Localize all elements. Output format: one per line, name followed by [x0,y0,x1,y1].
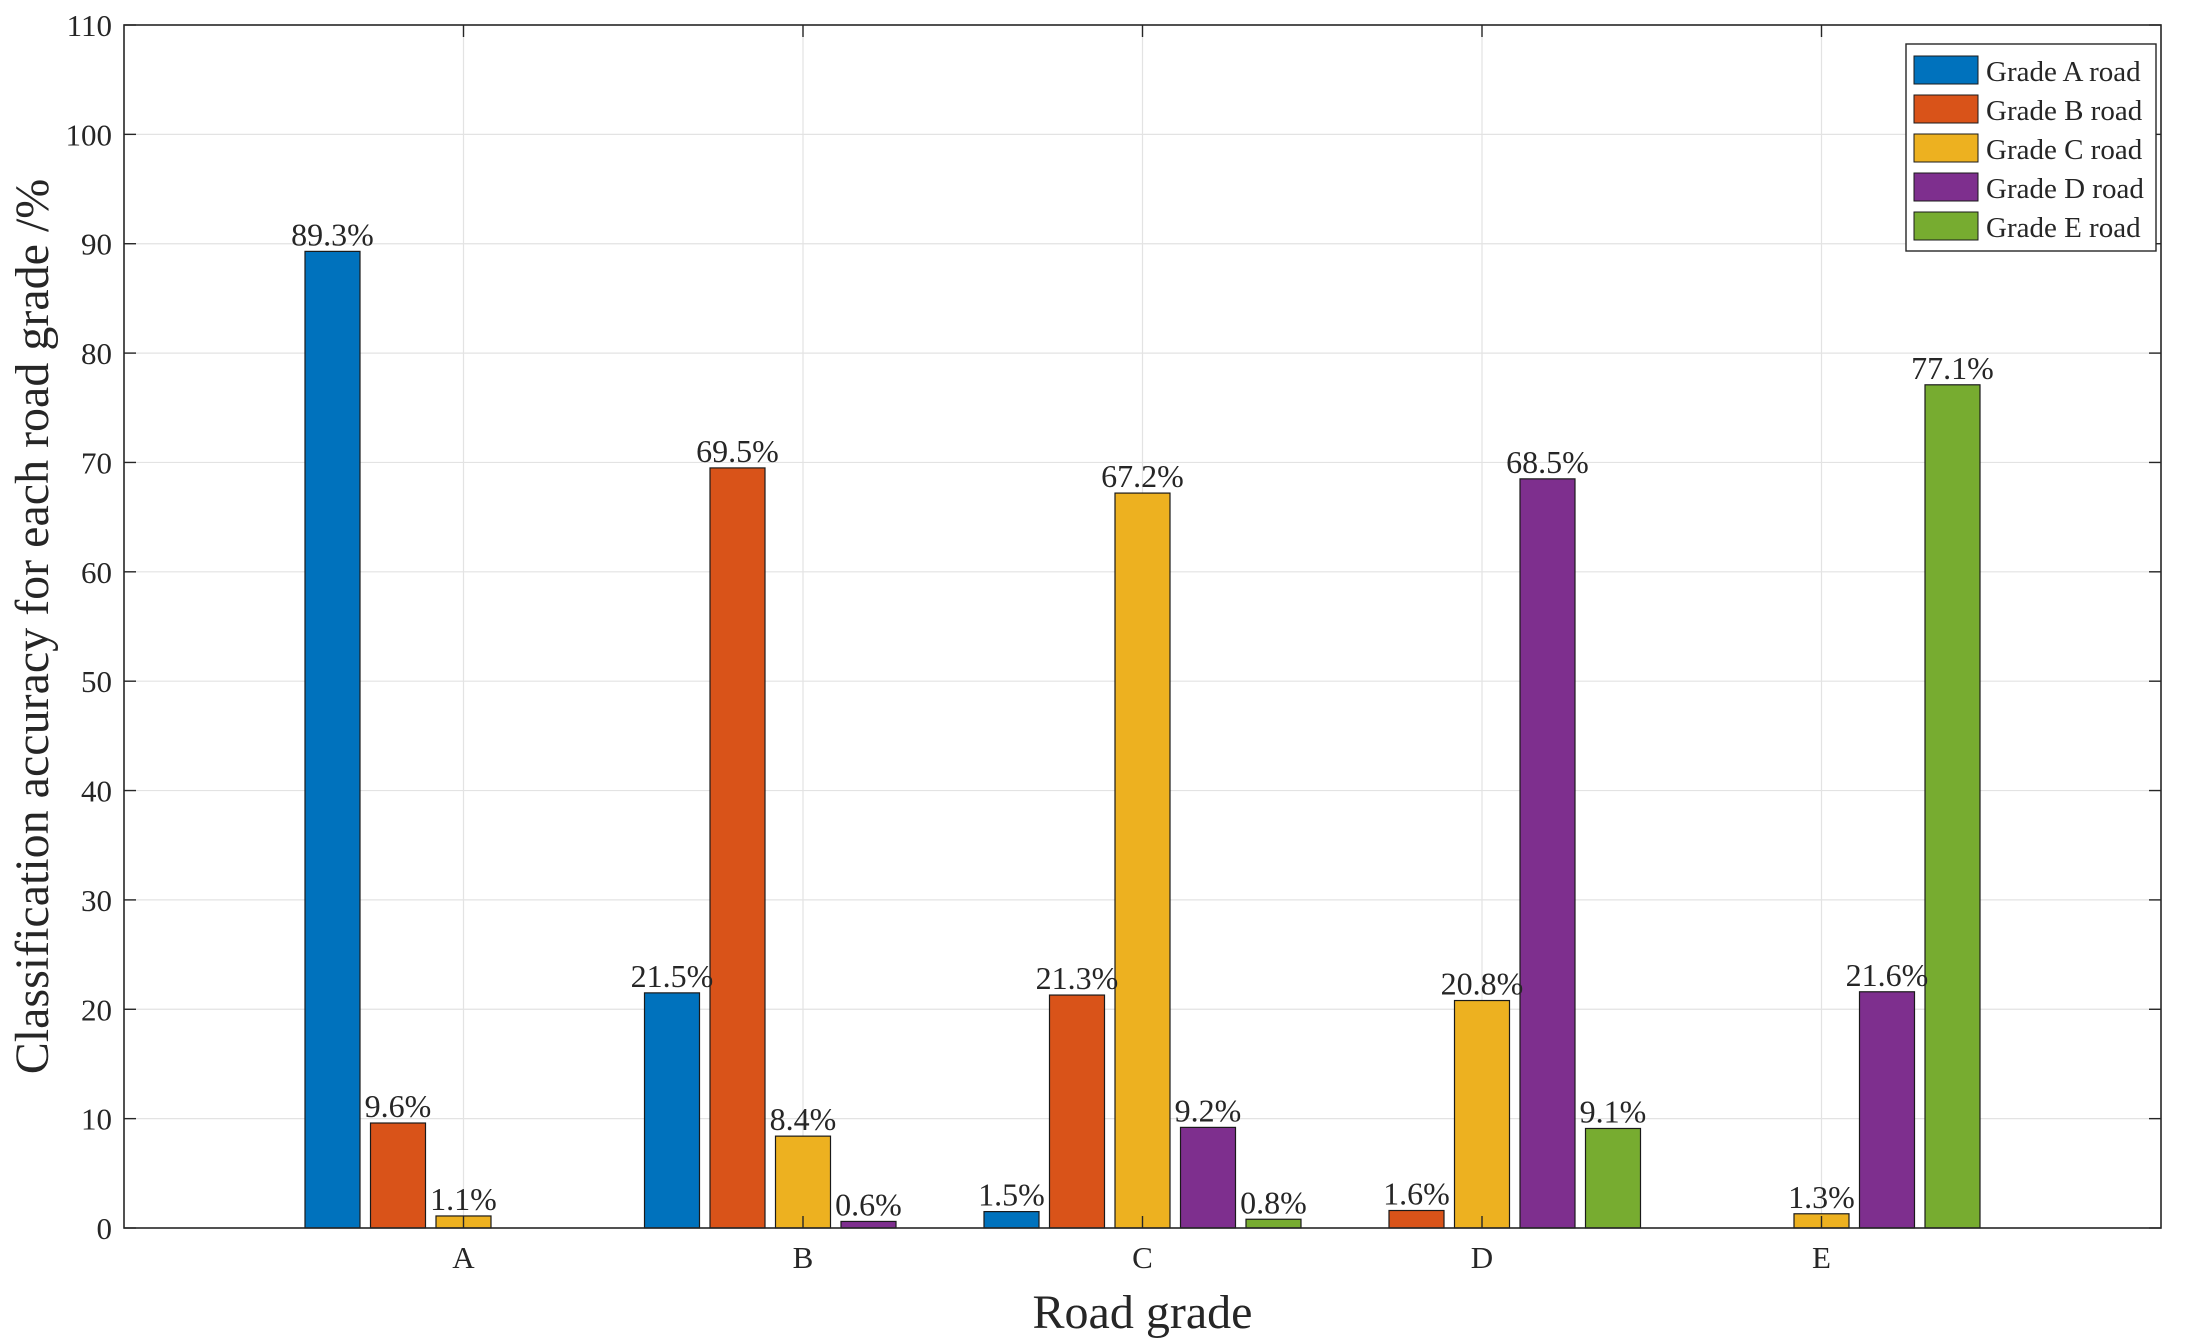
bar-value-label: 9.6% [365,1088,432,1124]
y-tick-label: 100 [66,117,113,152]
legend-swatch [1913,55,1979,85]
legend: Grade A road Grade B road Grade C road Grad… [1905,43,2157,252]
x-tick-label: C [1132,1240,1153,1275]
bar-value-label: 0.6% [835,1186,902,1222]
bar-value-label: 21.5% [631,958,714,994]
x-tick-label: D [1471,1240,1493,1275]
legend-label: Grade C road [1986,134,2143,166]
y-tick-label: 40 [81,774,112,809]
legend-label: Grade D road [1986,173,2144,205]
y-tick-label: 110 [67,8,112,43]
legend-label: Grade B road [1986,95,2143,127]
bar [1388,1209,1445,1229]
bar-value-label: 21.3% [1036,960,1119,996]
x-tick-label: B [793,1240,814,1275]
bar [774,1135,832,1229]
bars [304,250,1981,1229]
y-tick-label: 30 [81,883,112,918]
y-tick-label: 60 [81,555,112,590]
y-tick-label: 20 [81,992,112,1027]
bar [304,250,361,1229]
axis-ticks: 0 10 20 30 40 50 60 70 80 90 100 110 A B C D E [66,8,2161,1275]
x-tick-label: A [452,1240,475,1275]
bar [1245,1218,1302,1229]
bar [1114,492,1171,1229]
bar-value-label: 77.1% [1911,350,1994,386]
legend-swatch [1913,133,1979,163]
x-axis-title: Road grade [1033,1286,1253,1338]
y-tick-label: 80 [81,336,112,371]
bar [369,1122,427,1229]
bar-value-label: 20.8% [1441,966,1524,1002]
bar [643,992,701,1229]
y-tick-label: 90 [81,227,112,262]
legend-swatch [1913,172,1979,202]
legend-label: Grade E road [1986,212,2141,244]
y-tick-label: 50 [81,664,112,699]
legend-swatch [1913,211,1979,241]
y-tick-label: 0 [97,1211,113,1246]
x-tick-label: E [1812,1240,1831,1275]
bar-value-label: 68.5% [1506,444,1589,480]
y-tick-label: 70 [81,445,112,480]
bar-value-label: 1.1% [430,1181,497,1217]
bar [1584,1127,1642,1229]
legend-swatch [1913,94,1979,124]
bar-value-label: 9.1% [1580,1093,1647,1129]
bar-value-label: 69.5% [696,433,779,469]
bar-value-label: 21.6% [1846,957,1929,993]
data-labels: 89.3% 21.5% 1.5% 9.6% 69.5% 21.3% 1.6% 1.1% 8.4%… [291,216,1994,1222]
bar-value-label: 1.5% [978,1177,1045,1213]
y-tick-label: 10 [81,1102,112,1137]
bar-value-label: 8.4% [770,1101,837,1137]
bar [1048,994,1106,1229]
legend-label: Grade A road [1986,56,2141,88]
y-axis-title: Classification accuracy for each road gr… [6,179,59,1075]
bar-value-label: 89.3% [291,216,374,252]
bar [1179,1126,1237,1229]
bar-value-label: 1.6% [1383,1176,1450,1212]
bar-value-label: 1.3% [1788,1179,1855,1215]
bar [1453,999,1511,1229]
bar [709,467,766,1229]
bar [983,1210,1040,1229]
bar-value-label: 9.2% [1175,1092,1242,1128]
bar-value-label: 67.2% [1101,458,1184,494]
bar [1924,384,1981,1229]
bar-value-label: 0.8% [1240,1184,1307,1220]
bar [1858,991,1916,1229]
bar [1519,478,1576,1229]
